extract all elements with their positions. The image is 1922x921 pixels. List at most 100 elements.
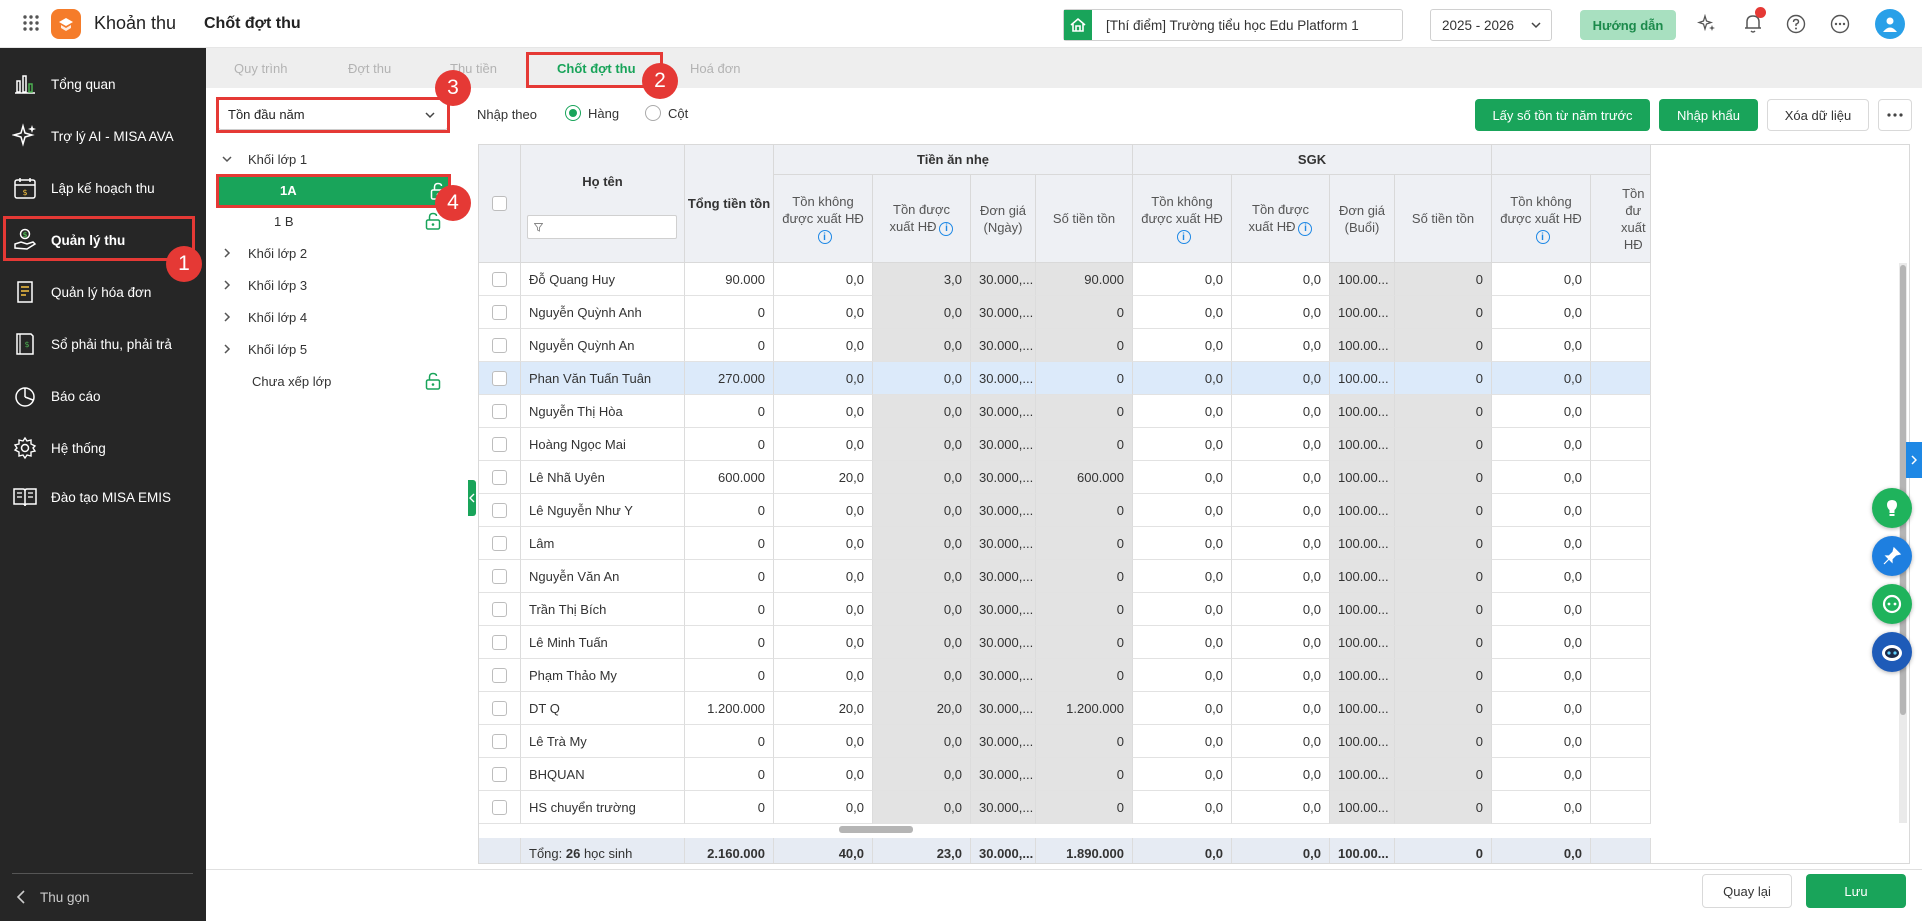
table-cell-b4[interactable]: 0: [1395, 626, 1492, 659]
support-pin-icon[interactable]: [1872, 536, 1912, 576]
table-cell-b2[interactable]: 0,0: [1232, 692, 1330, 725]
tab-batch[interactable]: Đợt thu: [348, 61, 392, 76]
table-cell-total[interactable]: 0: [685, 659, 774, 692]
radio-col[interactable]: Cột: [645, 105, 688, 121]
table-cell-c2[interactable]: [1591, 659, 1651, 692]
row-checkbox[interactable]: [492, 502, 507, 518]
table-cell-total[interactable]: 0: [685, 791, 774, 824]
table-cell-a4[interactable]: 0: [1036, 296, 1133, 329]
table-cell-b1[interactable]: 0,0: [1133, 659, 1232, 692]
more-actions-button[interactable]: [1878, 99, 1912, 131]
table-cell-c1[interactable]: 0,0: [1492, 527, 1591, 560]
info-icon[interactable]: i: [1535, 230, 1550, 245]
right-panel-toggle[interactable]: [1906, 442, 1922, 478]
table-cell-b4[interactable]: 0: [1395, 527, 1492, 560]
row-checkbox[interactable]: [492, 304, 507, 320]
row-checkbox-cell[interactable]: [479, 725, 521, 758]
table-cell-a1[interactable]: 0,0: [774, 527, 873, 560]
table-cell-a3[interactable]: 30.000,...: [971, 659, 1036, 692]
row-checkbox-cell[interactable]: [479, 560, 521, 593]
table-cell-b4[interactable]: 0: [1395, 560, 1492, 593]
table-cell-name[interactable]: Trần Thị Bích: [521, 593, 685, 626]
app-grid-icon[interactable]: [22, 14, 40, 32]
row-checkbox[interactable]: [492, 469, 507, 485]
row-checkbox-cell[interactable]: [479, 362, 521, 395]
table-cell-name[interactable]: Đỗ Quang Huy: [521, 263, 685, 296]
table-cell-b4[interactable]: 0: [1395, 791, 1492, 824]
assistant-robot-icon[interactable]: [1872, 632, 1912, 672]
table-cell-a4[interactable]: 0: [1036, 527, 1133, 560]
table-cell-a4[interactable]: 0: [1036, 395, 1133, 428]
more-icon[interactable]: [1830, 14, 1850, 34]
row-checkbox-cell[interactable]: [479, 263, 521, 296]
table-cell-b1[interactable]: 0,0: [1133, 461, 1232, 494]
table-cell-b1[interactable]: 0,0: [1133, 626, 1232, 659]
tree-item-grade-4[interactable]: Khối lớp 4: [223, 306, 307, 328]
table-cell-c2[interactable]: [1591, 791, 1651, 824]
notification-bell-icon[interactable]: [1742, 7, 1766, 34]
table-cell-c2[interactable]: [1591, 296, 1651, 329]
guide-button[interactable]: Hướng dẫn: [1580, 10, 1676, 40]
table-cell-name[interactable]: Lê Trà My: [521, 725, 685, 758]
table-cell-b1[interactable]: 0,0: [1133, 725, 1232, 758]
tree-item-1b[interactable]: 1 B: [274, 210, 294, 232]
table-cell-total[interactable]: 0: [685, 296, 774, 329]
table-cell-b4[interactable]: 0: [1395, 659, 1492, 692]
table-cell-a3[interactable]: 30.000,...: [971, 362, 1036, 395]
table-cell-total[interactable]: 270.000: [685, 362, 774, 395]
table-cell-total[interactable]: 600.000: [685, 461, 774, 494]
table-cell-b4[interactable]: 0: [1395, 593, 1492, 626]
table-cell-b2[interactable]: 0,0: [1232, 494, 1330, 527]
table-cell-a4[interactable]: 90.000: [1036, 263, 1133, 296]
table-cell-b4[interactable]: 0: [1395, 461, 1492, 494]
table-cell-a2[interactable]: 0,0: [873, 593, 971, 626]
table-cell-b2[interactable]: 0,0: [1232, 758, 1330, 791]
table-cell-a3[interactable]: 30.000,...: [971, 560, 1036, 593]
tree-item-grade-3[interactable]: Khối lớp 3: [223, 274, 307, 296]
table-cell-name[interactable]: Nguyễn Quỳnh An: [521, 329, 685, 362]
table-cell-c1[interactable]: 0,0: [1492, 362, 1591, 395]
table-cell-a1[interactable]: 0,0: [774, 395, 873, 428]
collapse-button[interactable]: Thu gọn: [16, 886, 90, 908]
table-cell-total[interactable]: 0: [685, 560, 774, 593]
table-cell-a1[interactable]: 0,0: [774, 626, 873, 659]
table-cell-c2[interactable]: [1591, 395, 1651, 428]
table-cell-a4[interactable]: 0: [1036, 494, 1133, 527]
table-cell-a2[interactable]: 0,0: [873, 758, 971, 791]
table-cell-a3[interactable]: 30.000,...: [971, 461, 1036, 494]
table-cell-b2[interactable]: 0,0: [1232, 461, 1330, 494]
table-cell-c1[interactable]: 0,0: [1492, 758, 1591, 791]
table-cell-a2[interactable]: 20,0: [873, 692, 971, 725]
table-cell-a4[interactable]: 0: [1036, 362, 1133, 395]
table-cell-a1[interactable]: 0,0: [774, 560, 873, 593]
tab-process[interactable]: Quy trình: [234, 61, 288, 76]
sidebar-item-training[interactable]: Đào tạo MISA EMIS: [0, 477, 206, 517]
table-cell-a4[interactable]: 0: [1036, 560, 1133, 593]
table-cell-c2[interactable]: [1591, 758, 1651, 791]
table-cell-c1[interactable]: 0,0: [1492, 263, 1591, 296]
table-cell-a1[interactable]: 0,0: [774, 329, 873, 362]
row-checkbox-cell[interactable]: [479, 329, 521, 362]
table-cell-a4[interactable]: 0: [1036, 758, 1133, 791]
sidebar-item-ai[interactable]: Trợ lý AI - MISA AVA: [0, 116, 206, 156]
table-cell-a2[interactable]: 0,0: [873, 791, 971, 824]
table-cell-c1[interactable]: 0,0: [1492, 494, 1591, 527]
table-cell-b3[interactable]: 100.00...: [1330, 494, 1395, 527]
table-cell-name[interactable]: Lê Nguyễn Như Y: [521, 494, 685, 527]
row-checkbox[interactable]: [492, 370, 507, 386]
lock-open-icon[interactable]: [425, 372, 441, 390]
row-checkbox[interactable]: [492, 601, 507, 617]
row-checkbox[interactable]: [492, 634, 507, 650]
panel-splitter-handle[interactable]: [468, 480, 476, 516]
table-cell-b1[interactable]: 0,0: [1133, 428, 1232, 461]
table-cell-b3[interactable]: 100.00...: [1330, 263, 1395, 296]
row-checkbox-cell[interactable]: [479, 461, 521, 494]
tree-item-grade-2[interactable]: Khối lớp 2: [223, 242, 307, 264]
table-cell-a3[interactable]: 30.000,...: [971, 692, 1036, 725]
table-cell-a1[interactable]: 20,0: [774, 692, 873, 725]
tree-item-1a[interactable]: 1A: [218, 177, 448, 205]
row-checkbox[interactable]: [492, 403, 507, 419]
table-cell-b4[interactable]: 0: [1395, 692, 1492, 725]
table-cell-b4[interactable]: 0: [1395, 494, 1492, 527]
table-cell-name[interactable]: Hoàng Ngọc Mai: [521, 428, 685, 461]
